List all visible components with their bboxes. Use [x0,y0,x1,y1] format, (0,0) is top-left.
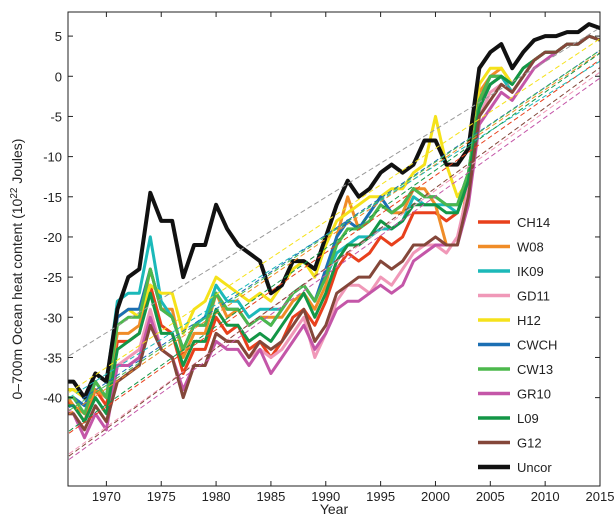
trend-line-gr10 [68,77,600,461]
y-axis-label-suffix: Joules) [9,139,25,188]
legend-label-ch14: CH14 [517,215,550,230]
trend-line-w08 [68,51,600,416]
x-tick-label: 2015 [586,489,614,504]
trend-line-ik09 [68,60,600,400]
plot-frame [67,11,601,487]
x-axis-label: Year [320,501,349,517]
x-tick-label: 1980 [202,489,231,504]
trend-line-cw13 [68,49,600,412]
trend-line-h12 [68,38,600,394]
legend-label-g12: G12 [517,436,542,451]
legend-label-cw13: CW13 [517,362,553,377]
y-tick-label: 5 [55,29,62,44]
series-line-uncor [68,22,600,400]
y-tick-label: -25 [43,270,62,285]
x-tick-label: 1970 [92,489,121,504]
trend-line-ch14 [68,59,600,435]
series-line-l09 [68,34,600,424]
y-tick-label: -15 [43,190,62,205]
x-tick-label: 2010 [531,489,560,504]
y-tick-label: -10 [43,150,62,165]
x-tick-label: 2005 [476,489,505,504]
series-line-g12 [68,34,600,432]
x-tick-label: 1975 [147,489,176,504]
legend-label-l09: L09 [517,411,539,426]
trend-line-l09 [68,52,600,433]
x-tick-label: 2000 [421,489,450,504]
x-tick-label: 1995 [366,489,395,504]
trend-line-cwch [68,49,600,410]
legend-label-w08: W08 [517,240,544,255]
legend-label-cwch: CWCH [517,338,557,353]
y-axis-label-prefix: 0–700m Ocean heat content (10 [9,198,25,399]
legend-label-uncor: Uncor [517,460,552,475]
legend-label-ik09: IK09 [517,264,544,279]
trend-lines [68,27,600,461]
trend-line-uncor [68,27,600,358]
y-tick-label: -30 [43,310,62,325]
y-axis-label: 0–700m Ocean heat content (1022 Joules) [9,139,26,400]
y-tick-label: -5 [50,109,62,124]
x-tick-label: 1985 [256,489,285,504]
y-axis-label-exponent: 22 [9,187,20,199]
y-tick-label: -20 [43,230,62,245]
axis-ticks: 1970 1975 1980 1985 1990 1995 2000 2005 2010 2015… [43,12,614,504]
legend-label-gr10: GR10 [517,387,551,402]
trend-line-g12 [68,67,600,458]
x-tick-label: 1990 [311,489,340,504]
trend-line-gd11 [68,71,600,456]
legend: CH14 W08 IK09 GD11 H12 CWCH CW13 GR10 L09 G12 Unco… [478,215,557,475]
y-tick-label: 0 [55,69,62,84]
y-tick-label: -35 [43,350,62,365]
legend-label-h12: H12 [517,313,541,328]
legend-label-gd11: GD11 [517,289,550,304]
y-tick-label: -40 [43,391,62,406]
